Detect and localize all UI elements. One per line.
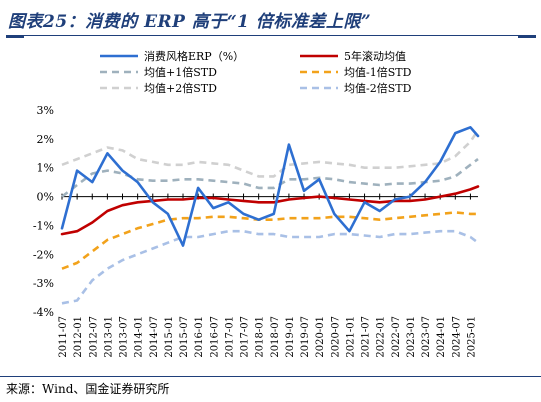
x-tick-label: 2014-01 — [134, 316, 145, 358]
x-tick-label: 2012-01 — [73, 316, 84, 358]
figure-title-block: 图表25：消费的 ERP 高于“1 倍标准差上限” — [6, 2, 536, 38]
x-tick-label: 2020-07 — [330, 316, 341, 358]
x-tick-label: 2013-07 — [119, 316, 130, 358]
figure-title: 图表25：消费的 ERP 高于“1 倍标准差上限” — [8, 12, 372, 32]
legend-label: 均值-2倍STD — [344, 81, 412, 95]
x-tick-label: 2018-01 — [255, 316, 266, 358]
y-tick-label: -3% — [33, 277, 54, 290]
x-tick-label: 2015-07 — [179, 316, 190, 358]
x-tick-label: 2025-01 — [466, 316, 477, 358]
legend-label: 5年滚动均值 — [344, 49, 406, 63]
y-tick-label: 2% — [37, 133, 54, 146]
x-tick-label: 2017-01 — [224, 316, 235, 358]
x-tick-label: 2022-07 — [391, 316, 402, 358]
x-tick-label: 2024-07 — [451, 316, 462, 358]
y-tick-label: 3% — [37, 104, 54, 117]
x-tick-label: 2011-07 — [58, 316, 69, 358]
y-tick-label: 0% — [37, 191, 54, 204]
x-tick-label: 2022-01 — [376, 316, 387, 358]
x-tick-label: 2016-07 — [209, 316, 220, 358]
plot-area: 3% 2% 1% 0% -1% -2% -3% -4% 2011-07 2012-01 2012-0… — [33, 104, 480, 358]
series-line — [61, 211, 478, 270]
y-tick-label: -1% — [33, 219, 54, 232]
source-note: 来源：Wind、国金证券研究所 — [6, 382, 170, 396]
legend-label: 均值+2倍STD — [144, 81, 217, 95]
series-line — [60, 126, 480, 247]
y-tick-label: -2% — [33, 248, 54, 261]
x-tick-label: 2019-07 — [300, 316, 311, 358]
legend-label: 消费风格ERP（%） — [144, 49, 244, 63]
x-tick-label: 2019-01 — [285, 316, 296, 358]
title-underline-cap-right — [518, 35, 536, 38]
title-underline — [6, 35, 536, 36]
x-tick-label: 2016-01 — [194, 316, 205, 358]
series-line — [61, 229, 479, 305]
series-line — [60, 185, 480, 236]
x-tick-label: 2023-07 — [421, 316, 432, 358]
x-tick-label: 2021-01 — [345, 316, 356, 358]
x-tick-label: 2012-07 — [88, 316, 99, 358]
x-tick-label: 2014-07 — [149, 316, 160, 358]
x-tick-label: 2021-07 — [361, 316, 372, 358]
x-tick-label: 2017-07 — [240, 316, 251, 358]
legend-label: 均值-1倍STD — [344, 65, 412, 79]
title-underline-cap-left — [6, 35, 24, 38]
x-tick-label: 2018-07 — [270, 316, 281, 358]
x-tick-label: 2024-01 — [436, 316, 447, 358]
x-tick-label: 2013-01 — [103, 316, 114, 358]
x-tick-label: 2023-01 — [406, 316, 417, 358]
x-tick-label: 2015-01 — [164, 316, 175, 358]
legend-label: 均值+1倍STD — [144, 65, 217, 79]
x-tick-label: 2020-01 — [315, 316, 326, 358]
y-tick-label: 1% — [37, 162, 54, 175]
source-divider — [0, 376, 541, 377]
series-line — [61, 158, 479, 198]
series-line — [61, 129, 480, 178]
y-tick-label: -4% — [33, 306, 54, 319]
